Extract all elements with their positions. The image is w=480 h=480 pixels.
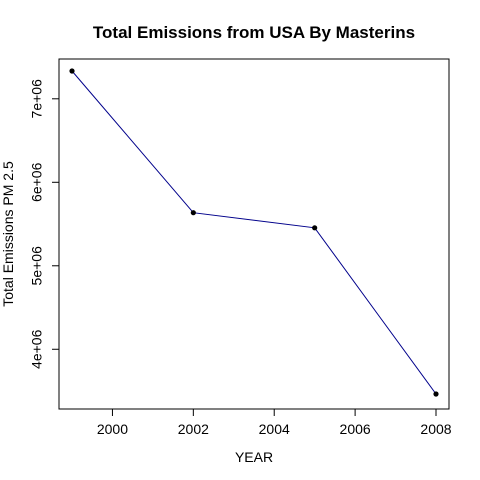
x-tick-label: 2002 (178, 421, 209, 437)
y-tick-label: 7e+06 (29, 79, 45, 119)
x-axis-label: YEAR (235, 449, 273, 465)
x-tick-label: 2000 (97, 421, 128, 437)
x-tick-label: 2008 (420, 421, 451, 437)
data-point (433, 391, 439, 397)
y-tick-label: 5e+06 (29, 246, 45, 286)
plot-area-box (58, 58, 450, 410)
data-point (312, 225, 318, 231)
data-point (69, 68, 75, 74)
y-tick-label: 4e+06 (29, 329, 45, 369)
series-group (69, 68, 439, 397)
x-tick-label: 2004 (259, 421, 290, 437)
y-axis-label: Total Emissions PM 2.5 (0, 161, 16, 307)
x-tick-label: 2006 (340, 421, 371, 437)
data-point (190, 210, 196, 216)
x-axis: 2000 2002 2004 2006 2008 (97, 408, 452, 437)
y-axis: 4e+06 5e+06 6e+06 7e+06 (29, 79, 60, 369)
y-tick-label: 6e+06 (29, 162, 45, 202)
series-line (71, 70, 437, 395)
chart-title: Total Emissions from USA By Masterins (93, 23, 415, 42)
